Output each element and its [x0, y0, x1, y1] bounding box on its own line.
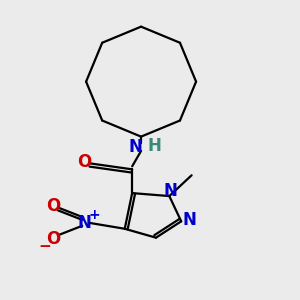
- Text: +: +: [88, 208, 100, 222]
- Text: −: −: [38, 238, 51, 253]
- Text: O: O: [46, 197, 61, 215]
- Text: N: N: [129, 138, 143, 156]
- Text: O: O: [46, 230, 61, 248]
- Text: H: H: [148, 136, 161, 154]
- Text: N: N: [183, 211, 196, 229]
- Text: N: N: [78, 214, 92, 232]
- Text: N: N: [164, 182, 178, 200]
- Text: O: O: [77, 153, 92, 171]
